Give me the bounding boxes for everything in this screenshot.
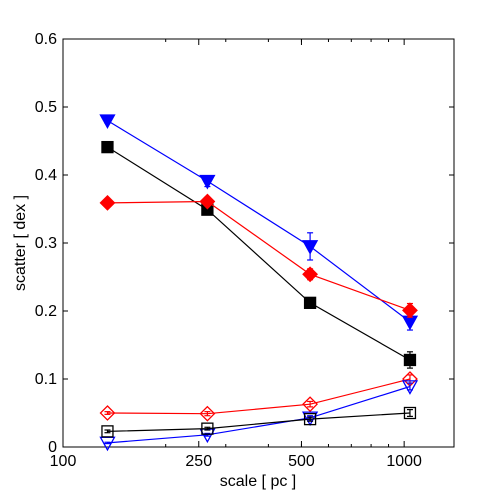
x-axis-label: scale [ pc ] <box>220 473 296 490</box>
data-point-triangle <box>199 174 216 190</box>
series-line <box>107 412 411 432</box>
x-tick-label: 500 <box>288 453 315 470</box>
data-point-diamond <box>99 405 116 421</box>
plot-frame <box>62 38 455 448</box>
data-point-diamond <box>99 194 116 211</box>
y-axis-label: scatter [ dex ] <box>12 195 29 291</box>
y-tick-label: 0.1 <box>35 371 57 388</box>
data-point-diamond <box>402 302 418 319</box>
data-point-square <box>403 406 417 420</box>
data-point-triangle <box>99 114 116 129</box>
series-line <box>107 146 411 361</box>
y-tick-label: 0.2 <box>35 303 57 320</box>
series-1 <box>99 114 419 331</box>
series-line <box>107 385 411 444</box>
series-4 <box>99 371 418 422</box>
series-5 <box>99 380 419 452</box>
data-point-square <box>303 296 317 309</box>
x-tick-label: 250 <box>185 453 212 470</box>
series-3 <box>99 193 418 319</box>
data-point-square <box>101 140 114 154</box>
y-tick-label: 0.5 <box>35 99 57 116</box>
data-point-diamond <box>199 405 216 422</box>
series-6 <box>101 406 417 438</box>
data-point-triangle <box>401 380 419 395</box>
data-point-square <box>201 422 214 435</box>
y-tick-label: 0.3 <box>35 235 57 252</box>
data-point-square <box>303 412 317 426</box>
data-point-diamond <box>302 266 319 283</box>
series-line <box>107 378 411 415</box>
series-line <box>107 120 411 323</box>
data-point-square <box>101 425 114 438</box>
x-tick-label: 1000 <box>386 453 422 470</box>
series-line <box>107 200 411 311</box>
data-point-diamond <box>199 193 216 210</box>
data-point-square <box>403 353 417 367</box>
y-tick-label: 0 <box>48 439 57 456</box>
data-point-diamond <box>302 396 319 413</box>
axis-ticks: 0 0.1 0.2 0.3 0.4 0.5 0.6 100 250 500 1000 <box>35 31 454 470</box>
series-2 <box>101 140 417 369</box>
data-point-triangle <box>301 240 319 255</box>
y-tick-label: 0.6 <box>35 31 57 48</box>
y-tick-label: 0.4 <box>35 167 57 184</box>
series-layer <box>99 114 419 452</box>
x-tick-label: 100 <box>50 453 77 470</box>
